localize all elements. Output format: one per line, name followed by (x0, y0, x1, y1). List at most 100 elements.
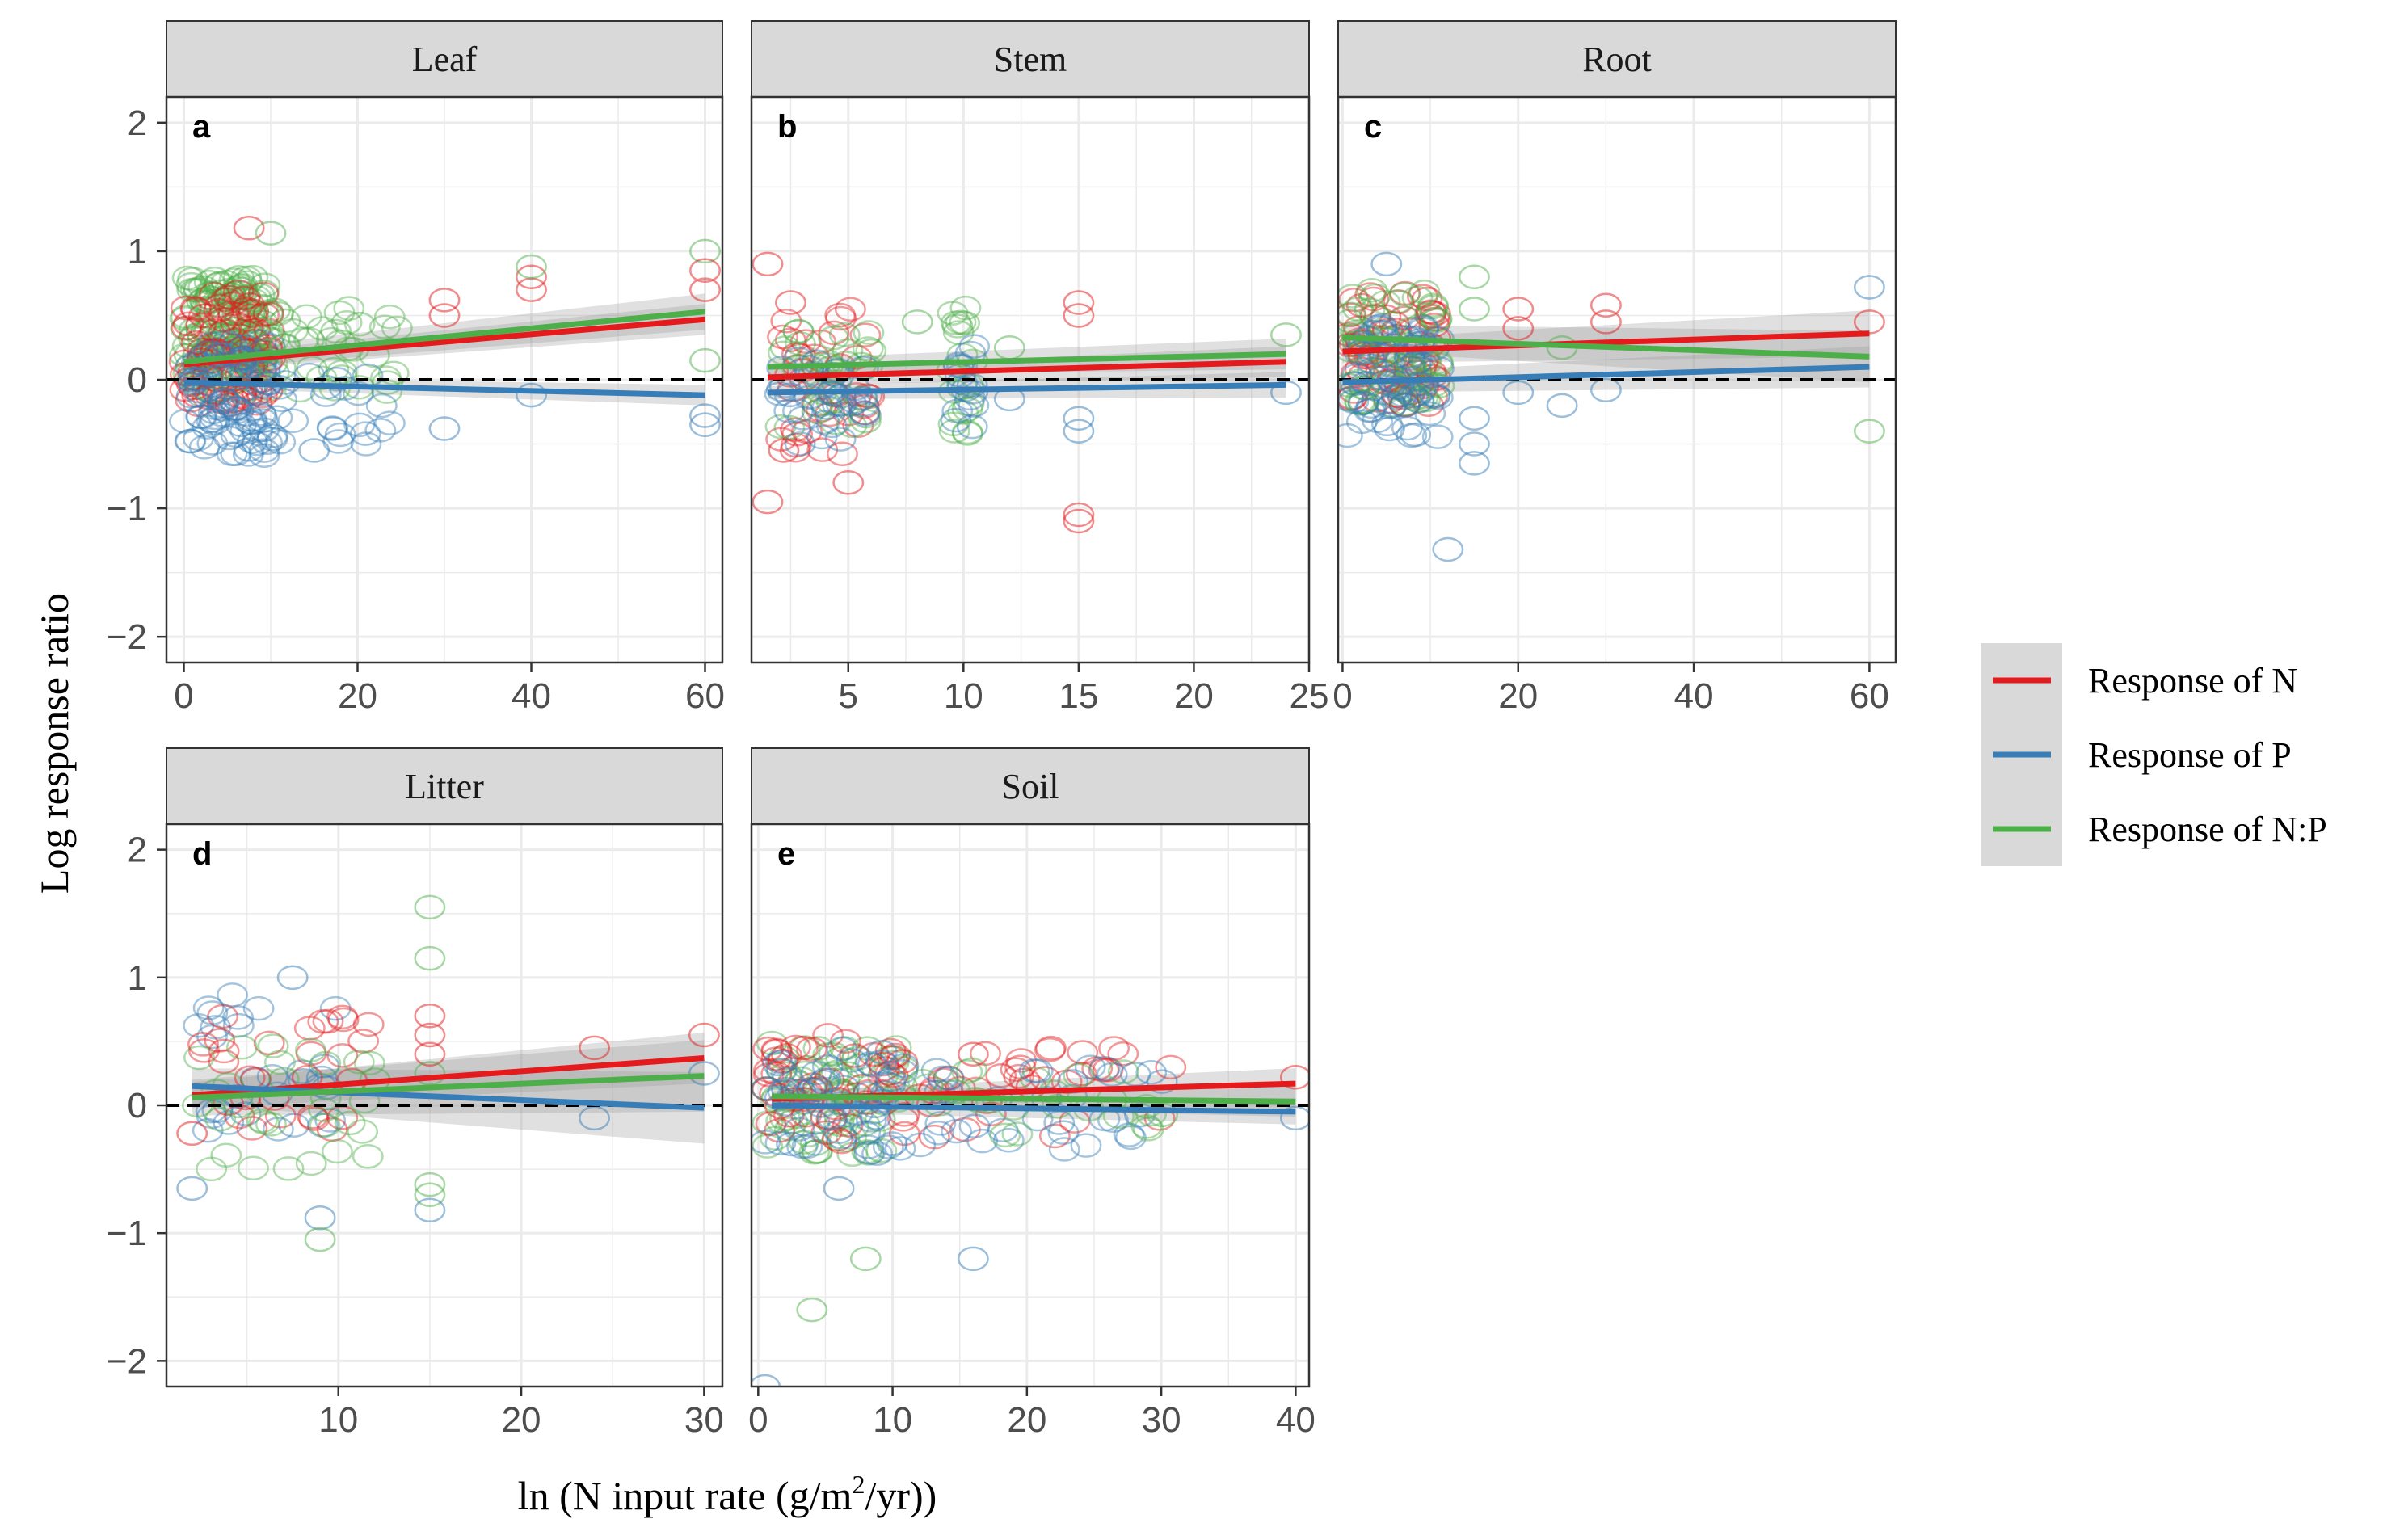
point-p (286, 1059, 318, 1084)
point-np (759, 1126, 791, 1151)
point-p (1367, 343, 1399, 368)
point-p (192, 377, 224, 402)
point-np (192, 288, 225, 313)
point-n (1408, 374, 1440, 399)
point-np (226, 276, 258, 301)
point-n (214, 389, 246, 414)
point-p (811, 395, 843, 420)
point-np (756, 1030, 788, 1056)
point-p (771, 1066, 803, 1092)
point-p (1047, 1120, 1080, 1145)
point-n (826, 1129, 857, 1155)
point-p (414, 1197, 446, 1222)
point-p (174, 428, 206, 454)
point-np (204, 271, 236, 296)
point-np (1341, 322, 1374, 347)
point-np (946, 343, 979, 368)
point-np (171, 333, 204, 359)
point-np (234, 297, 267, 323)
point-np (836, 413, 868, 439)
point-n (251, 378, 284, 404)
point-p (920, 1058, 953, 1083)
point-np (1342, 297, 1375, 322)
point-n (760, 1046, 793, 1071)
point-n (869, 1056, 900, 1081)
point-n (208, 318, 241, 343)
point-np (802, 1036, 835, 1061)
point-np (226, 329, 259, 354)
point-np (782, 319, 815, 344)
point-np (196, 1156, 228, 1182)
point-np (373, 304, 406, 330)
panel-tag-a: a (192, 109, 211, 145)
point-np (304, 1227, 336, 1252)
point-n (1092, 1057, 1124, 1083)
point-p (807, 1069, 840, 1095)
point-np (211, 306, 243, 331)
point-p (940, 407, 972, 433)
point-p (826, 1124, 858, 1150)
point-np (874, 1045, 906, 1071)
point-p (317, 416, 348, 441)
point-np (937, 301, 969, 326)
legend-key-np (1993, 826, 2051, 832)
point-n (230, 297, 263, 322)
point-np (1409, 387, 1442, 413)
point-p (217, 396, 250, 422)
strip-litter (166, 747, 723, 825)
point-n (233, 216, 265, 241)
point-np (788, 1130, 820, 1155)
point-np (259, 297, 291, 323)
point-p (1387, 382, 1419, 407)
point-n (1361, 388, 1393, 413)
point-n (230, 386, 263, 411)
point-p (773, 398, 806, 423)
point-n (199, 281, 230, 307)
point-np (945, 309, 977, 335)
point-n (579, 1035, 611, 1061)
fit-line-np (1342, 335, 1870, 360)
strip-label-litter: Litter (405, 767, 484, 806)
point-np (205, 279, 238, 305)
point-np (827, 1079, 859, 1105)
point-np (1369, 360, 1401, 385)
point-np (1423, 373, 1455, 399)
point-n (192, 385, 224, 410)
point-p (1403, 389, 1434, 414)
point-n (1415, 360, 1447, 385)
point-n (975, 1101, 1007, 1126)
point-n (775, 290, 806, 315)
point-p (230, 402, 263, 427)
point-p (1048, 1137, 1080, 1162)
point-n (1389, 393, 1421, 418)
point-np (789, 1035, 821, 1060)
point-np (689, 347, 721, 373)
point-n (1414, 332, 1446, 358)
point-np (878, 1050, 910, 1075)
point-np (1063, 1062, 1095, 1088)
point-n (876, 1045, 908, 1070)
point-p (220, 396, 252, 421)
point-p (956, 372, 988, 398)
point-p (752, 1374, 781, 1386)
point-p (246, 403, 278, 428)
point-np (177, 267, 208, 292)
point-np (203, 325, 235, 351)
point-n (1413, 392, 1445, 417)
point-n (832, 1113, 864, 1138)
point-n (1359, 304, 1391, 330)
point-p (1070, 1133, 1102, 1158)
point-p (262, 1117, 294, 1142)
point-p (364, 418, 397, 443)
point-p (234, 410, 267, 435)
x-axis-label-main: ln (N input rate (g/m (518, 1473, 853, 1518)
point-np (1410, 351, 1442, 376)
point-p (208, 387, 240, 412)
point-n (780, 417, 812, 442)
point-np (176, 277, 208, 303)
point-np (272, 1156, 305, 1181)
point-np (238, 1155, 269, 1180)
point-n (1034, 1037, 1066, 1062)
point-np (194, 285, 226, 310)
point-n (1050, 1069, 1083, 1095)
